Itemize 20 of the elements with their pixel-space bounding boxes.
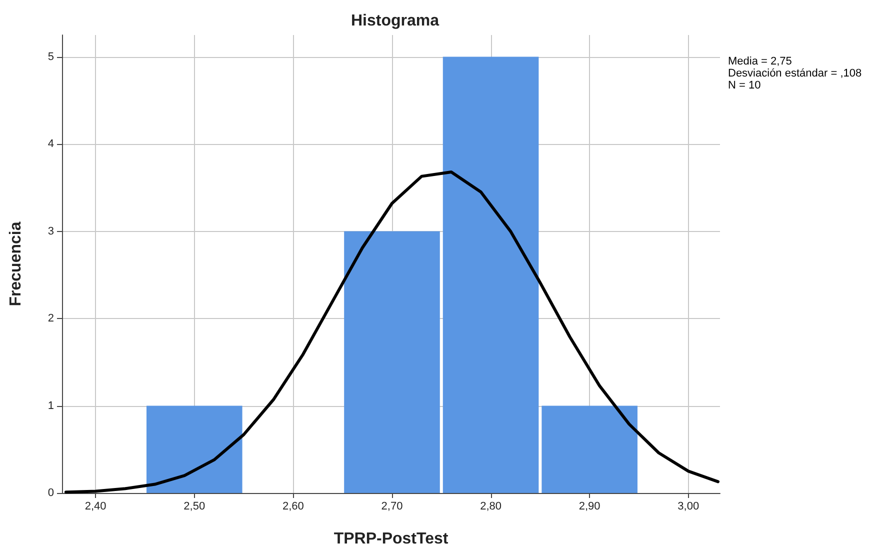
y-tick-label: 0 xyxy=(48,487,54,499)
x-tick-label: 2,50 xyxy=(184,500,206,512)
y-tick-label: 3 xyxy=(48,225,54,238)
x-tick-label: 2,70 xyxy=(381,500,403,512)
x-tick-label: 2,40 xyxy=(84,500,106,512)
x-tick-label: 2,80 xyxy=(480,500,502,512)
y-tick-label: 4 xyxy=(48,138,54,150)
x-tick-label: 2,90 xyxy=(578,500,600,512)
y-tick-label: 5 xyxy=(48,50,54,63)
y-tick-label: 2 xyxy=(48,312,54,325)
x-tick-label: 3,00 xyxy=(678,500,700,512)
text: N = 10 xyxy=(728,80,761,92)
x-tick-label: 2,60 xyxy=(282,500,304,512)
text: Media = 2,75 xyxy=(728,56,792,68)
text: Desviación estándar = ,108 xyxy=(728,68,862,80)
y-axis-title: Frecuencia xyxy=(8,222,24,306)
line-series xyxy=(64,170,720,494)
x-axis-title: TPRP-PostTest xyxy=(334,530,449,548)
chart-title: Histograma xyxy=(350,12,440,30)
y-tick-label: 1 xyxy=(48,400,54,412)
